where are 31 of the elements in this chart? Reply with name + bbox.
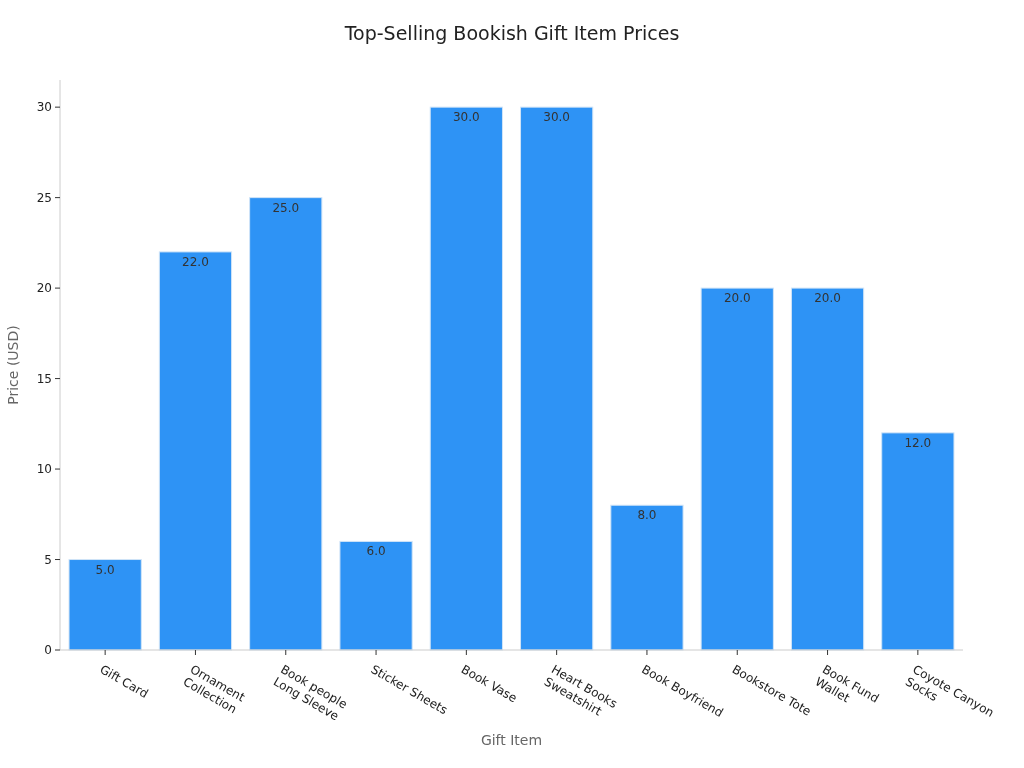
chart-title: Top-Selling Bookish Gift Item Prices <box>343 22 680 44</box>
y-tick-label: 30 <box>36 100 52 115</box>
y-axis-title: Price (USD) <box>5 325 21 405</box>
bar <box>790 287 865 651</box>
y-tick-label: 10 <box>36 462 52 477</box>
bar <box>881 432 955 651</box>
x-axis-title: Gift Item <box>480 732 543 748</box>
bar <box>339 540 413 651</box>
y-tick-label: 20 <box>36 281 52 296</box>
data-label: 8.0 <box>637 508 657 523</box>
bar <box>610 504 684 651</box>
data-label: 22.0 <box>182 254 209 269</box>
bar <box>158 251 233 651</box>
bar <box>700 287 774 651</box>
bar <box>68 559 142 651</box>
data-label: 12.0 <box>904 435 932 450</box>
bar <box>249 197 323 651</box>
data-label: 20.0 <box>723 291 751 306</box>
data-label: 30.0 <box>452 110 480 125</box>
x-tick-label: Gift Card <box>97 662 151 701</box>
data-label: 6.0 <box>366 544 386 559</box>
data-label: 30.0 <box>543 110 571 125</box>
data-label: 20.0 <box>814 291 841 306</box>
y-tick-label: 25 <box>36 190 52 205</box>
data-label: 5.0 <box>95 562 115 577</box>
y-tick-label: 0 <box>44 643 52 658</box>
y-tick-label: 5 <box>44 552 52 567</box>
bar <box>429 106 503 651</box>
bar <box>520 106 594 651</box>
y-tick-label: 15 <box>36 371 52 386</box>
data-label: 25.0 <box>272 200 300 215</box>
